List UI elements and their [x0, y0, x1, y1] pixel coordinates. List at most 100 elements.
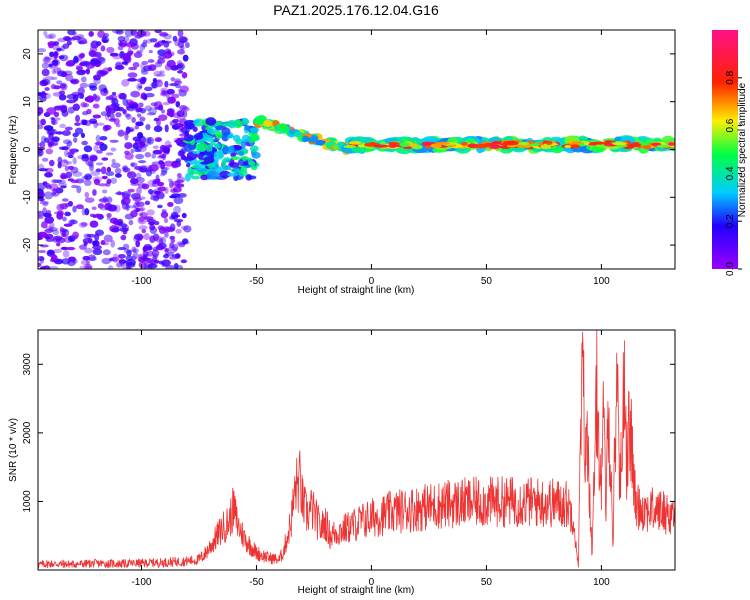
heatmap-cell [101, 157, 109, 161]
heatmap-cell [489, 144, 501, 149]
heatmap-cell [173, 205, 182, 214]
heatmap-cell [110, 177, 118, 184]
heatmap-cell [159, 144, 166, 152]
heatmap-cell [155, 244, 165, 251]
heatmap-cell [74, 127, 84, 135]
heatmap-cell [183, 225, 192, 233]
heatmap-cell [166, 59, 176, 68]
heatmap-cell [52, 59, 59, 66]
heatmap-cell [155, 137, 163, 142]
heatmap-cell [179, 133, 187, 137]
heatmap-cell [182, 156, 195, 161]
heatmap-cell [138, 253, 143, 260]
heatmap-cell [146, 137, 152, 144]
heatmap-cell [192, 150, 201, 154]
heatmap-cell [164, 248, 169, 253]
heatmap-cell [79, 62, 87, 67]
heatmap-cell [373, 144, 389, 148]
heatmap-cell [110, 239, 116, 248]
heatmap-cell [92, 248, 103, 256]
heatmap-cell [65, 73, 74, 82]
heatmap-cell [114, 65, 125, 70]
heatmap-cell [135, 106, 141, 113]
heatmap-cell [117, 129, 125, 137]
heatmap-cell [149, 226, 158, 234]
heatmap-cell [44, 172, 53, 178]
heatmap-cell [101, 257, 112, 265]
heatmap-cell [150, 102, 158, 107]
heatmap-cell [192, 126, 198, 132]
heatmap-feature [182, 117, 261, 182]
heatmap-cell [78, 221, 88, 228]
heatmap-cell [172, 35, 178, 42]
heatmap-cell [44, 183, 51, 188]
heatmap-cell [87, 160, 95, 168]
heatmap-cell [133, 52, 143, 59]
heatmap-cell [184, 172, 191, 182]
heatmap-cell [83, 241, 88, 247]
heatmap-cell [578, 143, 585, 147]
heatmap-cell [155, 73, 166, 77]
heatmap-cell [130, 210, 138, 218]
heatmap-cell [667, 142, 675, 146]
heatmap-cell [179, 105, 188, 111]
heatmap-cell [212, 166, 225, 174]
heatmap-cell [106, 217, 111, 221]
heatmap-cell [154, 30, 162, 34]
snr-xtick-label: 100 [593, 577, 610, 588]
heatmap-cell [144, 105, 152, 112]
snr-ytick-label: 2000 [22, 421, 33, 444]
spectrogram-ytick-label: -10 [22, 190, 33, 205]
heatmap-cell [114, 167, 122, 174]
heatmap-cell [136, 50, 143, 54]
heatmap-cell [61, 232, 67, 237]
heatmap-cell [159, 173, 166, 177]
heatmap-cell [435, 141, 450, 145]
heatmap-cell [343, 145, 357, 149]
heatmap-cell [41, 68, 50, 77]
heatmap-cell [62, 250, 70, 258]
heatmap-cell [106, 178, 112, 185]
heatmap-cell [100, 111, 109, 117]
heatmap-cell [52, 179, 63, 184]
heatmap-feature [38, 30, 192, 269]
heatmap-cell [120, 234, 127, 241]
heatmap-cell [48, 63, 53, 68]
heatmap-cell [163, 160, 174, 167]
heatmap-cell [130, 90, 141, 98]
heatmap-cell [628, 142, 641, 147]
heatmap-cell [41, 79, 51, 86]
heatmap-cell [67, 165, 75, 170]
heatmap-cell [142, 250, 149, 258]
heatmap-cell [388, 143, 397, 148]
heatmap-cell [118, 92, 127, 100]
heatmap-cell [150, 81, 159, 89]
heatmap-cell [128, 219, 134, 226]
heatmap-cell [62, 216, 67, 222]
heatmap-cell [75, 66, 83, 71]
heatmap-cell [399, 142, 410, 148]
heatmap-cell [109, 217, 119, 224]
heatmap-cell [195, 139, 206, 144]
heatmap-cell [213, 143, 221, 149]
heatmap-cell [55, 131, 64, 135]
heatmap-cell [502, 140, 519, 146]
heatmap-cell [84, 263, 92, 269]
heatmap-cell [53, 65, 59, 74]
heatmap-cell [130, 162, 138, 168]
heatmap-cell [165, 91, 171, 99]
heatmap-cell [56, 179, 66, 184]
heatmap-cell [111, 30, 122, 34]
heatmap-cell [147, 59, 155, 63]
heatmap-cell [144, 92, 155, 98]
heatmap-cell [130, 162, 135, 167]
heatmap-cell [76, 34, 85, 39]
colorbar-tick-label: 0.4 [725, 166, 736, 180]
heatmap-cell [145, 257, 153, 263]
colorbar-tick-label: 0.6 [725, 118, 736, 132]
heatmap-cell [58, 55, 65, 60]
heatmap-cell [76, 185, 82, 194]
heatmap-cell [99, 136, 108, 141]
heatmap-cell [430, 143, 442, 149]
heatmap-cell [167, 96, 176, 104]
